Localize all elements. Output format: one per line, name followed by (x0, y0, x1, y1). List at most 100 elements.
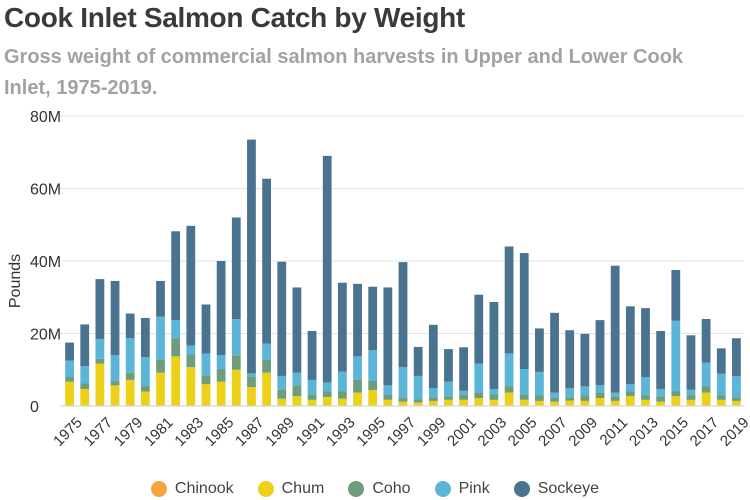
bar-segment-chum (641, 399, 650, 406)
bar-segment-coho (140, 386, 150, 392)
bar-segment-chum (140, 391, 150, 406)
bar-segment-coho (701, 386, 711, 393)
bar-segment-chum (489, 399, 499, 406)
bar-segment-chum (110, 385, 120, 406)
x-tick-label: 2017 (687, 414, 723, 450)
legend-item-coho: Coho (348, 480, 411, 498)
bar-segment-coho (428, 397, 438, 401)
bar-segment-coho (580, 395, 590, 401)
bar-segment-coho (231, 355, 241, 370)
bar-segment-coho (535, 395, 544, 401)
bar-segment-sockeye (368, 286, 378, 351)
x-tick-label: 2005 (505, 414, 541, 450)
bar-segment-sockeye (231, 217, 241, 319)
bar-segment-coho (292, 385, 302, 397)
bar-segment-sockeye (292, 287, 302, 373)
bar-segment-coho (732, 398, 741, 401)
bar-segment-sockeye (504, 246, 514, 354)
bar-segment-pink (247, 373, 256, 377)
bar-segment-coho (625, 391, 635, 397)
legend-swatch (513, 481, 530, 497)
bar-segment-coho (595, 392, 605, 399)
bar-segment-pink (625, 384, 635, 392)
bar-segment-coho (550, 398, 559, 402)
x-tick-label: 1991 (293, 414, 329, 450)
bar-segment-coho (322, 391, 332, 397)
bar-segment-sockeye (353, 283, 362, 357)
legend-label: Chum (281, 480, 325, 497)
bar-segment-chum (595, 398, 605, 406)
legend-label: Coho (372, 480, 411, 497)
bar-segment-chum (322, 396, 332, 406)
bar-segment-coho (686, 395, 696, 400)
x-tick-label: 1993 (323, 414, 359, 450)
x-tick-label: 1977 (80, 414, 116, 450)
x-tick-label: 1981 (141, 414, 177, 450)
bar-segment-pink (171, 320, 181, 339)
x-tick-label: 2003 (474, 414, 510, 450)
bar-segment-pink (701, 362, 711, 387)
legend-item-chum: Chum (257, 480, 325, 498)
bar-segment-sockeye (610, 265, 620, 393)
bar-segment-coho (489, 394, 499, 400)
bar-segment-coho (171, 338, 181, 357)
bar-segment-coho (277, 389, 287, 399)
bar-segment-sockeye (216, 261, 226, 356)
bar-segment-pink (489, 388, 499, 395)
bar-segment-coho (186, 354, 196, 368)
bar-segment-chum (610, 400, 620, 406)
bar-segment-coho (247, 376, 256, 388)
bar-segment-pink (656, 388, 666, 397)
legend-swatch (434, 481, 451, 497)
y-axis-title: Pounds (7, 254, 24, 308)
bar-segment-sockeye (171, 231, 181, 321)
bar-segment-sockeye (247, 139, 256, 374)
x-tick-label: 2015 (656, 414, 692, 450)
bar-segment-coho (65, 377, 74, 382)
bar-segment-sockeye (428, 324, 438, 389)
bar-segment-chum (65, 381, 74, 406)
bar-segment-pink (383, 385, 393, 395)
bar-segment-coho (519, 394, 529, 400)
bar-segment-chum (292, 396, 302, 406)
x-tick-label: 1999 (414, 414, 450, 450)
bar-segment-pink (428, 388, 438, 398)
bar-segment-sockeye (156, 280, 165, 317)
bar-segment-sockeye (565, 330, 575, 389)
bar-segment-pink (156, 316, 165, 360)
bar-segment-chum (216, 381, 226, 406)
bar-segment-sockeye (277, 261, 287, 376)
bar-segment-sockeye (550, 312, 559, 393)
legend-label: Pink (458, 480, 490, 497)
bar-segment-pink (413, 375, 423, 400)
bar-segment-pink (95, 338, 105, 359)
bar-segment-chum (186, 367, 196, 406)
bar-segment-sockeye (110, 280, 120, 356)
legend-swatch (348, 481, 365, 497)
y-tick-label: 20M (30, 327, 61, 344)
bar-segment-sockeye (186, 225, 196, 346)
bar-segment-sockeye (489, 301, 499, 389)
bar-segment-pink (110, 355, 120, 381)
x-tick-label: 1995 (353, 414, 389, 450)
bar-segment-sockeye (625, 306, 635, 385)
bar-segment-pink (595, 385, 605, 393)
bar-segment-coho (383, 394, 393, 400)
bar-segment-coho (337, 391, 347, 399)
bar-segment-chum (80, 388, 90, 406)
bar-segment-sockeye (716, 348, 726, 374)
x-tick-label: 1979 (111, 414, 147, 450)
bar-segment-sockeye (201, 304, 211, 354)
bar-segment-coho (262, 359, 271, 373)
bar-segment-chum (398, 401, 408, 406)
bar-segment-sockeye (519, 253, 529, 370)
bar-segment-coho (307, 394, 317, 400)
bar-segment-chum (125, 379, 135, 406)
bar-segment-pink (535, 371, 544, 396)
bar-segment-chum (474, 398, 484, 406)
bar-segment-chum (625, 396, 635, 406)
bar-segment-chum (307, 399, 317, 406)
legend-label: Chinook (174, 480, 234, 497)
bar-segment-pink (65, 360, 74, 377)
x-tick-label: 2001 (444, 414, 480, 450)
